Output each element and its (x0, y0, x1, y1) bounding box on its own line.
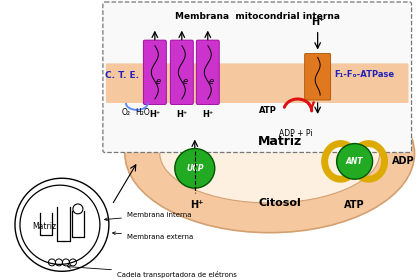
Text: H⁺: H⁺ (149, 110, 161, 119)
Circle shape (336, 143, 372, 179)
Ellipse shape (160, 104, 380, 203)
Text: UCP: UCP (186, 164, 204, 173)
Text: H⁺: H⁺ (311, 17, 324, 27)
Text: ANT: ANT (346, 157, 363, 166)
Text: F₁-Fₒ-ATPase: F₁-Fₒ-ATPase (335, 70, 395, 79)
FancyBboxPatch shape (143, 40, 166, 105)
Text: H⁺: H⁺ (176, 110, 187, 119)
Text: Matriz: Matriz (32, 222, 56, 231)
Text: C. T. E.: C. T. E. (105, 71, 139, 80)
Circle shape (15, 178, 109, 271)
Text: Citosol: Citosol (258, 198, 301, 208)
FancyBboxPatch shape (196, 40, 219, 105)
Text: H⁺: H⁺ (202, 110, 214, 119)
Circle shape (73, 204, 83, 214)
Text: e: e (208, 77, 213, 86)
FancyBboxPatch shape (305, 53, 331, 100)
Text: Cadeia transportadora de elétrons: Cadeia transportadora de elétrons (68, 265, 237, 278)
Text: O₂: O₂ (121, 108, 130, 117)
FancyBboxPatch shape (170, 40, 193, 105)
Text: ATP: ATP (259, 106, 277, 115)
Text: Membrana externa: Membrana externa (112, 232, 193, 240)
Text: e: e (182, 77, 187, 86)
Text: Membrana  mitocondrial interna: Membrana mitocondrial interna (175, 12, 340, 21)
Text: Matriz: Matriz (257, 135, 302, 148)
FancyBboxPatch shape (103, 2, 412, 153)
Text: ADP + Pi: ADP + Pi (279, 129, 313, 138)
Text: H₂O: H₂O (135, 108, 150, 117)
FancyBboxPatch shape (106, 63, 408, 103)
Ellipse shape (125, 74, 415, 233)
Circle shape (175, 148, 215, 188)
Text: ATP: ATP (344, 200, 365, 210)
Text: Membrana interna: Membrana interna (104, 212, 191, 221)
Text: H⁺: H⁺ (190, 200, 204, 210)
Text: e: e (155, 77, 161, 86)
Text: ADP: ADP (392, 157, 415, 167)
